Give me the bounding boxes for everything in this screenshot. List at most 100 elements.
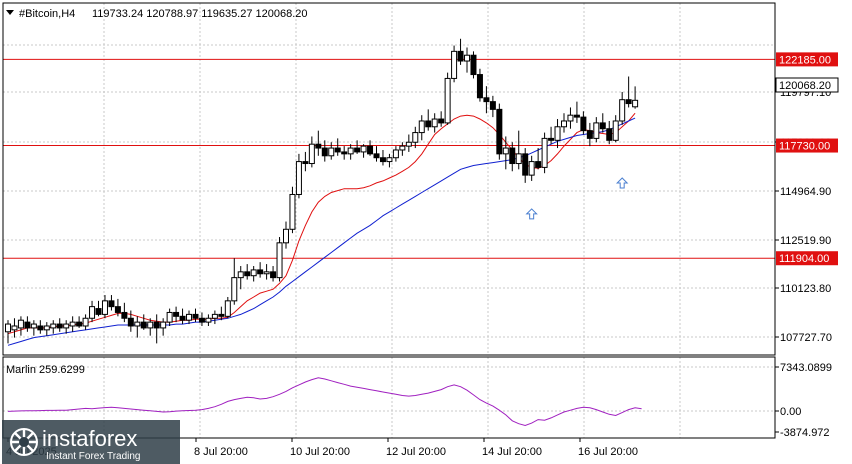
candle-body-bull: [541, 137, 548, 168]
level-label: 117730.00: [779, 141, 830, 153]
candle-body-bull: [451, 50, 458, 79]
candle: [573, 101, 580, 123]
candle: [30, 320, 37, 336]
candle-body-bull: [69, 321, 76, 327]
arrow-up-icon[interactable]: [615, 177, 629, 189]
candle-body-bear: [470, 54, 477, 76]
candle: [82, 314, 89, 330]
candle-body-bull: [619, 99, 626, 122]
price-tick-label: 112519.90: [780, 235, 831, 247]
oscillator-panel: [7, 377, 642, 427]
candle-body-bull: [43, 325, 50, 331]
price-axis: 119797.10117361.00114964.90112519.901101…: [775, 52, 839, 439]
candle: [147, 318, 154, 336]
price-tick-label: 114964.90: [780, 186, 831, 198]
candle: [198, 312, 205, 326]
candle-body-bear: [580, 116, 587, 132]
oscillator-panel-border: [2, 356, 776, 439]
candle-body-bull: [632, 99, 639, 108]
candle: [619, 91, 626, 125]
arrow-up-icon[interactable]: [525, 208, 538, 220]
candle-body-bear: [140, 321, 147, 329]
level-label-box: [776, 52, 838, 67]
oscillator-line: [7, 377, 642, 427]
candle-body-bull: [82, 317, 89, 327]
candle: [114, 298, 121, 317]
ohlc-readout: 119733.24 120788.97 119635.27 120068.20: [92, 8, 308, 20]
candle-body-bull: [444, 77, 451, 124]
candle-body-bear: [509, 147, 516, 165]
level-label-box: [776, 138, 838, 153]
candle-body-bear: [476, 74, 483, 99]
candle: [179, 308, 186, 325]
candle: [69, 316, 76, 332]
candle-body-bull: [502, 147, 509, 155]
candle: [509, 142, 516, 172]
candle: [347, 144, 354, 160]
candle: [444, 72, 451, 125]
candle-body-bull: [224, 300, 231, 317]
candle-body-bull: [386, 157, 393, 163]
candle: [43, 322, 50, 336]
candle: [528, 155, 535, 181]
candle-body-bear: [244, 271, 251, 277]
candle: [5, 320, 11, 344]
price-tick-label: 107727.70: [780, 332, 832, 344]
candle-body-bear: [438, 118, 445, 124]
candle: [224, 296, 231, 319]
candle: [464, 47, 471, 73]
candle: [476, 68, 483, 102]
candle-body-bear: [367, 145, 374, 155]
candle-body-bear: [489, 101, 496, 110]
current-price-label: 120068.20: [779, 80, 831, 92]
candle-body-bear: [354, 147, 361, 153]
candle: [425, 109, 432, 131]
slow-ma-line: [7, 117, 636, 346]
candle-body-bear: [114, 306, 121, 313]
candle-body-bear: [457, 50, 464, 62]
candle-body-bear: [179, 315, 186, 321]
candle: [244, 264, 251, 280]
candle-body-bull: [160, 321, 167, 329]
candle: [625, 76, 632, 108]
candle-body-bull: [515, 153, 522, 165]
candle: [237, 266, 244, 290]
candle-body-bear: [599, 122, 606, 130]
candle: [489, 95, 496, 118]
candle-body-bear: [218, 313, 225, 317]
candle: [321, 140, 328, 162]
candle: [451, 45, 458, 83]
candle-body-bull: [237, 271, 244, 279]
candle: [632, 86, 639, 109]
candle: [360, 144, 367, 158]
candle: [367, 140, 374, 156]
candle-body-bull: [276, 242, 283, 279]
indicator-label: Marlin 259.6299: [6, 364, 85, 376]
candle: [282, 221, 289, 249]
candle: [405, 134, 412, 152]
candle-body-bull: [263, 271, 270, 275]
candle-body-bull: [11, 325, 18, 331]
candle: [153, 314, 160, 344]
candle: [192, 308, 199, 323]
price-tick-label: 110123.80: [780, 283, 831, 295]
candle: [250, 266, 257, 282]
level-label-box: [776, 251, 838, 266]
candle: [567, 107, 574, 129]
candle-body-bull: [464, 54, 471, 62]
chevron-down-icon[interactable]: [6, 10, 14, 15]
candle-body-bear: [496, 108, 503, 155]
osc-tick-label: -3874.972: [780, 427, 830, 439]
candle: [606, 120, 613, 145]
candle: [166, 308, 173, 326]
candle-body-bull: [528, 161, 535, 176]
candle-body-bear: [341, 151, 348, 155]
symbol-title: #Bitcoin,H4: [19, 8, 75, 20]
candle-body-bear: [95, 308, 102, 315]
candle: [231, 258, 238, 305]
candle: [438, 111, 445, 127]
candle-body-bear: [56, 323, 63, 329]
candle-body-bear: [379, 157, 386, 163]
logo-mark-icon: [10, 428, 38, 456]
candle-body-bull: [50, 323, 57, 329]
